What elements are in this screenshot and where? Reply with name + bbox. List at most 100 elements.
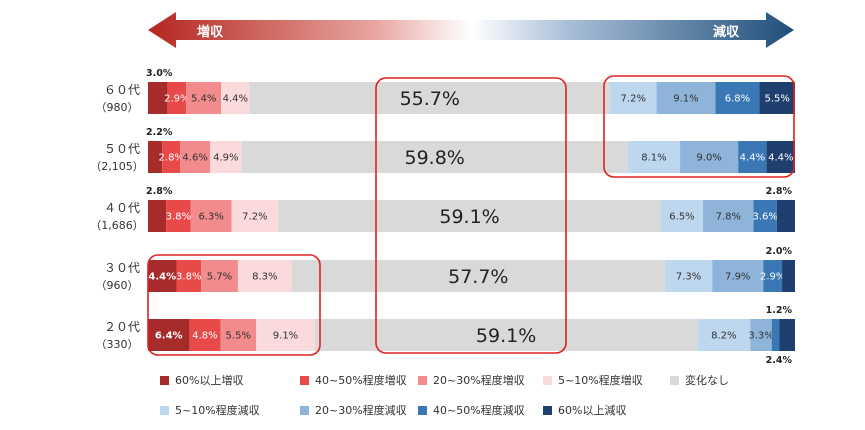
bar-segment	[256, 319, 315, 351]
legend-item: 20~30%程度減収	[300, 402, 407, 418]
bar-segment	[148, 200, 167, 232]
legend-item: 40~50%程度増収	[300, 372, 407, 388]
data-label: 3.8%	[176, 272, 201, 283]
bar-segment	[167, 82, 187, 114]
data-label: 4.4%	[223, 94, 248, 105]
category-count: （330）	[96, 338, 139, 351]
legend-item: 40~50%程度減収	[418, 402, 525, 418]
bar-segment	[180, 141, 210, 173]
bar-segment	[776, 200, 795, 232]
data-label: 3.0%	[146, 68, 173, 79]
category-label: ２０代	[104, 320, 140, 334]
bar-segment	[237, 260, 292, 292]
data-label: 59.1%	[439, 206, 499, 228]
data-label: 4.4%	[148, 272, 176, 283]
legend-label: 20~30%程度減収	[315, 404, 407, 417]
data-label: 5.4%	[191, 94, 216, 105]
bar-segment	[166, 200, 191, 232]
category-label: ４０代	[104, 201, 140, 215]
bar-segment	[782, 260, 795, 292]
data-label: 2.9%	[164, 94, 189, 105]
data-label: 9.1%	[273, 331, 298, 342]
data-label: 59.1%	[476, 325, 536, 347]
legend-swatch	[418, 405, 427, 415]
data-label: 57.7%	[448, 266, 508, 288]
category-label: ５０代	[104, 142, 140, 156]
legend-swatch	[543, 405, 552, 415]
decrease-label: 減収	[713, 24, 740, 40]
data-label: 4.4%	[768, 153, 793, 164]
legend-label: 変化なし	[685, 374, 729, 387]
data-label: 6.8%	[725, 94, 750, 105]
data-label: 55.7%	[400, 88, 460, 110]
data-label: 3.6%	[753, 212, 778, 223]
bar-segment	[209, 141, 242, 173]
bar-segment	[609, 82, 657, 114]
category-label: ６０代	[104, 83, 140, 97]
bar-segment	[656, 82, 716, 114]
bar-segment	[759, 82, 795, 114]
data-label: 59.8%	[405, 147, 465, 169]
legend-item: 20~30%程度増収	[418, 372, 525, 388]
data-label: 3.8%	[166, 212, 191, 223]
data-label: 6.4%	[155, 331, 183, 342]
legend-item: 60%以上減収	[543, 402, 626, 418]
legend-swatch	[418, 375, 427, 385]
category-label: ３０代	[104, 261, 140, 275]
data-label: 7.8%	[716, 212, 741, 223]
legend-item: 変化なし	[670, 372, 729, 388]
data-label: 8.1%	[641, 153, 666, 164]
bar-segment	[753, 200, 777, 232]
data-label: 7.3%	[676, 272, 701, 283]
data-label: 1.2%	[766, 305, 793, 316]
bar-segment	[763, 260, 783, 292]
data-label: 7.2%	[621, 94, 646, 105]
bar-segment	[148, 141, 163, 173]
bar-segment	[189, 319, 221, 351]
bar-segment	[220, 319, 257, 351]
bar-segment	[660, 200, 704, 232]
category-count: （980）	[96, 101, 139, 114]
increase-label: 増収	[197, 24, 224, 40]
legend-label: 40~50%程度減収	[433, 404, 525, 417]
legend-label: 5~10%程度増収	[558, 374, 643, 387]
bar-segment	[148, 82, 168, 114]
data-label: 9.0%	[696, 153, 721, 164]
data-label: 2.8%	[159, 153, 184, 164]
bar-segment	[249, 82, 610, 114]
bar-segment	[779, 319, 795, 351]
legend-label: 5~10%程度減収	[175, 404, 260, 417]
bar-segment	[186, 82, 222, 114]
legend-swatch	[543, 375, 552, 385]
data-label: 3.3%	[748, 331, 773, 342]
data-label: 6.5%	[669, 212, 694, 223]
bar-segment	[771, 319, 780, 351]
legend-label: 20~30%程度増収	[433, 374, 525, 387]
bar-segment	[314, 319, 698, 351]
direction-arrow	[148, 12, 794, 48]
bar-segment	[241, 141, 628, 173]
bar-segment	[697, 319, 751, 351]
bar-segment	[750, 319, 772, 351]
bar-segment	[176, 260, 202, 292]
bar-segment	[715, 82, 760, 114]
highlight-box	[147, 254, 321, 356]
data-label: 6.3%	[198, 212, 223, 223]
legend-swatch	[670, 375, 679, 385]
data-label: 2.8%	[766, 186, 793, 197]
data-label: 7.2%	[242, 212, 267, 223]
legend-item: 5~10%程度減収	[160, 402, 260, 418]
data-label: 2.8%	[146, 186, 173, 197]
bar-segment	[664, 260, 713, 292]
bar-segment	[627, 141, 681, 173]
bar-segment	[190, 200, 232, 232]
data-label: 5.5%	[765, 94, 790, 105]
data-label: 2.0%	[766, 246, 793, 257]
bar-segment	[703, 200, 754, 232]
legend-swatch	[300, 405, 309, 415]
data-label: 2.2%	[146, 127, 173, 138]
legend-label: 60%以上増収	[175, 374, 244, 387]
bar-segment	[712, 260, 764, 292]
data-label: 8.3%	[252, 272, 277, 283]
